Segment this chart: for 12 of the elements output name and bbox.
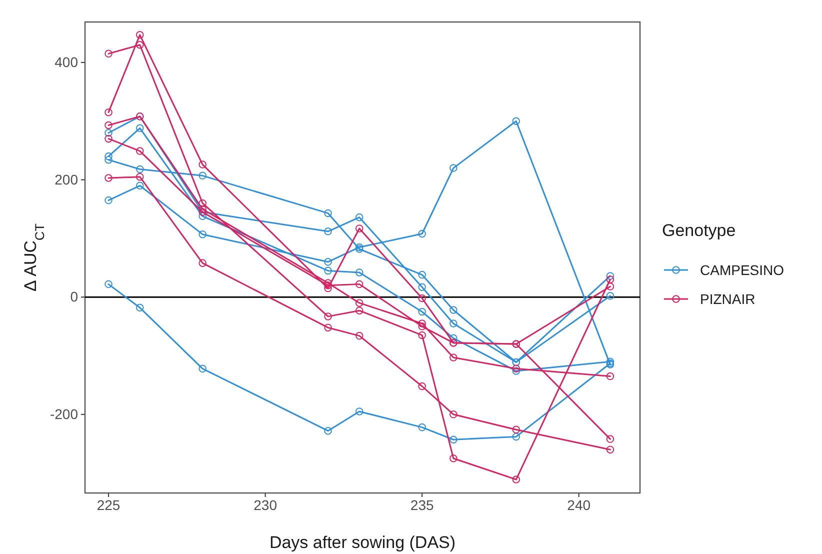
legend-label: PIZNAIR xyxy=(700,291,756,307)
y-tick-label: 400 xyxy=(54,54,78,70)
x-tick-label: 235 xyxy=(410,496,434,513)
legend-title: Genotype xyxy=(662,221,736,240)
y-tick-label: 200 xyxy=(54,171,78,188)
legend-label: CAMPESINO xyxy=(700,262,784,278)
y-tick-label: -200 xyxy=(50,406,78,422)
x-tick-label: 230 xyxy=(254,496,278,513)
y-tick-label: 0 xyxy=(70,288,78,305)
x-tick-label: 240 xyxy=(567,496,591,513)
x-axis-title: Days after sowing (DAS) xyxy=(269,533,456,552)
x-tick-label: 225 xyxy=(96,496,120,513)
